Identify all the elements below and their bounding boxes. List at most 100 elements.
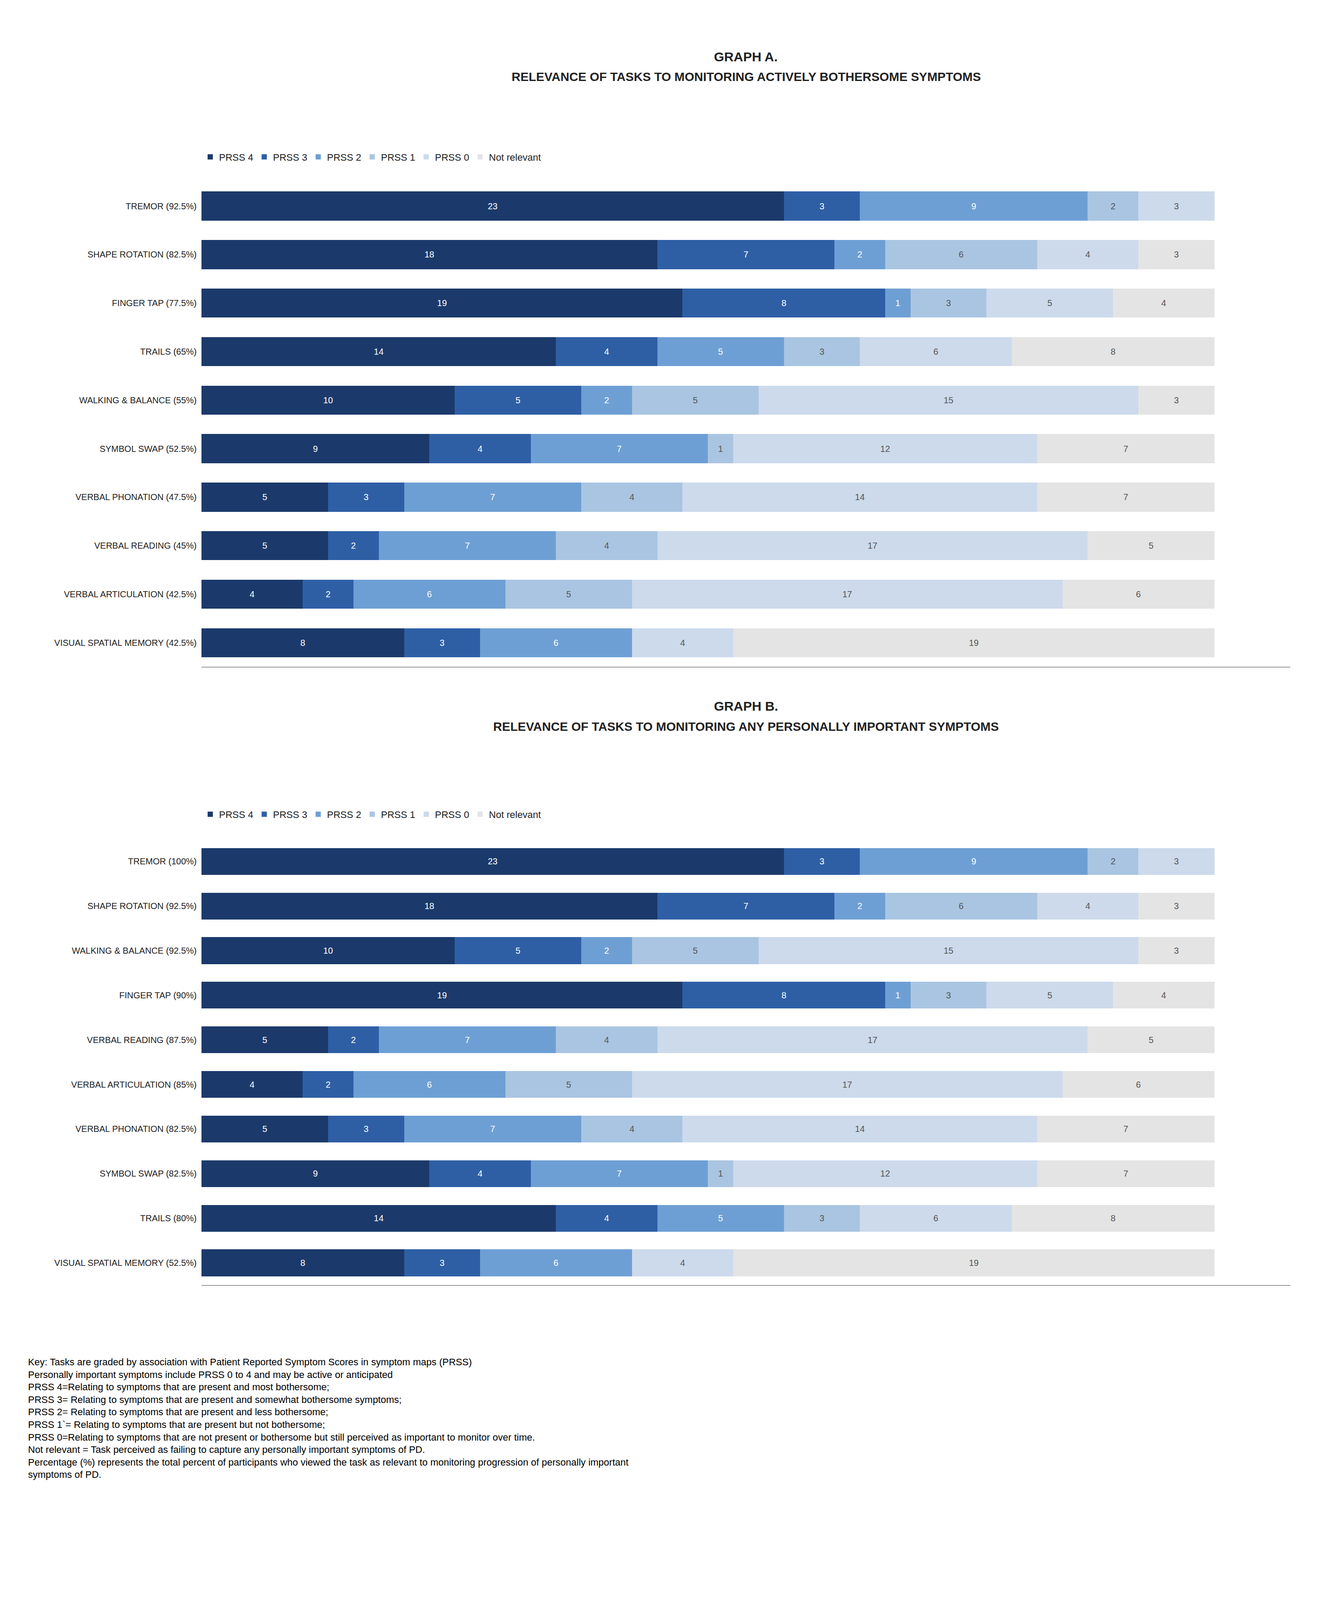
svg-text:RELEVANCE OF TASKS TO MONITORI: RELEVANCE OF TASKS TO MONITORING ANY PER… (493, 720, 999, 734)
svg-text:6: 6 (958, 901, 964, 912)
svg-text:18: 18 (424, 901, 435, 912)
svg-text:4: 4 (477, 444, 483, 454)
svg-text:WALKING & BALANCE (92.5%): WALKING & BALANCE (92.5%) (71, 946, 197, 956)
svg-text:23: 23 (487, 856, 498, 867)
svg-text:7: 7 (616, 1169, 622, 1179)
svg-text:7: 7 (616, 444, 622, 454)
svg-text:4: 4 (1161, 298, 1166, 308)
svg-text:3: 3 (363, 1124, 369, 1134)
svg-text:8: 8 (300, 638, 306, 648)
svg-text:17: 17 (842, 589, 852, 600)
svg-text:7: 7 (464, 1035, 470, 1046)
svg-text:6: 6 (1136, 589, 1141, 600)
svg-text:PRSS 2: PRSS 2 (327, 809, 362, 821)
svg-text:18: 18 (424, 249, 435, 260)
svg-text:2: 2 (350, 1035, 356, 1046)
svg-text:4: 4 (603, 1035, 609, 1046)
svg-text:5: 5 (1047, 298, 1053, 308)
svg-text:3: 3 (439, 1258, 445, 1269)
svg-text:8: 8 (1110, 1213, 1116, 1224)
svg-text:FINGER TAP (90%): FINGER TAP (90%) (119, 990, 197, 1001)
svg-text:PRSS 0: PRSS 0 (434, 151, 470, 163)
svg-text:10: 10 (323, 395, 333, 406)
svg-text:SHAPE ROTATION (92.5%): SHAPE ROTATION (92.5%) (87, 901, 197, 912)
svg-text:PRSS 1: PRSS 1 (381, 809, 416, 821)
svg-text:1: 1 (895, 990, 901, 1001)
svg-text:2: 2 (857, 901, 863, 912)
svg-text:14: 14 (374, 1213, 384, 1224)
svg-text:8: 8 (781, 990, 787, 1001)
svg-text:4: 4 (603, 1213, 609, 1224)
svg-text:3: 3 (819, 201, 825, 212)
svg-text:4: 4 (1085, 249, 1091, 260)
svg-text:VERBAL PHONATION (82.5%): VERBAL PHONATION (82.5%) (75, 1124, 197, 1134)
svg-text:3: 3 (1173, 201, 1179, 212)
svg-text:FINGER TAP (77.5%): FINGER TAP (77.5%) (112, 298, 197, 308)
svg-text:5: 5 (515, 946, 521, 956)
svg-text:7: 7 (1123, 1124, 1129, 1134)
svg-text:3: 3 (1173, 901, 1179, 912)
svg-text:5: 5 (262, 1035, 268, 1046)
svg-text:19: 19 (968, 1258, 979, 1269)
svg-text:VERBAL PHONATION (47.5%): VERBAL PHONATION (47.5%) (75, 492, 197, 502)
svg-text:TRAILS (65%): TRAILS (65%) (140, 346, 197, 357)
svg-text:4: 4 (603, 540, 609, 551)
svg-text:SYMBOL SWAP (82.5%): SYMBOL SWAP (82.5%) (99, 1169, 197, 1179)
svg-text:1: 1 (718, 1169, 724, 1179)
svg-text:5: 5 (515, 395, 521, 406)
svg-text:VERBAL READING (45%): VERBAL READING (45%) (94, 540, 197, 551)
svg-text:8: 8 (300, 1258, 306, 1269)
svg-text:RELEVANCE OF TASKS TO MONITORI: RELEVANCE OF TASKS TO MONITORING ACTIVEL… (511, 70, 981, 84)
svg-text:9: 9 (971, 856, 977, 867)
svg-text:PRSS 4: PRSS 4 (218, 151, 254, 163)
svg-text:PRSS 2: PRSS 2 (327, 151, 362, 163)
svg-text:PRSS 3: PRSS 3 (272, 151, 308, 163)
svg-text:2: 2 (603, 395, 609, 406)
svg-text:TREMOR (92.5%): TREMOR (92.5%) (125, 201, 197, 212)
svg-text:Not relevant: Not relevant (488, 809, 541, 821)
svg-text:4: 4 (629, 492, 635, 502)
svg-text:SHAPE ROTATION (82.5%): SHAPE ROTATION (82.5%) (87, 249, 197, 260)
svg-text:5: 5 (692, 395, 698, 406)
svg-text:3: 3 (946, 990, 951, 1001)
svg-text:3: 3 (439, 638, 445, 648)
svg-text:7: 7 (490, 1124, 495, 1134)
svg-text:7: 7 (743, 901, 749, 912)
svg-text:12: 12 (880, 444, 891, 454)
svg-text:4: 4 (680, 1258, 686, 1269)
svg-text:7: 7 (490, 492, 495, 502)
svg-text:PRSS 3: PRSS 3 (272, 809, 308, 821)
svg-text:10: 10 (323, 946, 333, 956)
svg-text:5: 5 (566, 1080, 572, 1090)
svg-text:GRAPH A.: GRAPH A. (713, 49, 778, 64)
svg-text:3: 3 (946, 298, 951, 308)
svg-text:6: 6 (553, 1258, 559, 1269)
svg-text:TRAILS (80%): TRAILS (80%) (140, 1213, 197, 1224)
svg-text:5: 5 (262, 1124, 268, 1134)
svg-text:5: 5 (718, 1213, 724, 1224)
svg-text:7: 7 (464, 540, 470, 551)
svg-text:17: 17 (867, 540, 878, 551)
svg-text:15: 15 (943, 946, 954, 956)
svg-text:3: 3 (1173, 249, 1179, 260)
svg-text:6: 6 (427, 1080, 432, 1090)
svg-text:19: 19 (437, 990, 447, 1001)
svg-text:4: 4 (249, 589, 255, 600)
svg-text:5: 5 (1148, 1035, 1154, 1046)
svg-text:1: 1 (718, 444, 724, 454)
svg-text:3: 3 (1173, 856, 1179, 867)
svg-text:WALKING & BALANCE (55%): WALKING & BALANCE (55%) (79, 395, 197, 406)
svg-text:GRAPH B.: GRAPH B. (713, 699, 779, 714)
svg-text:SYMBOL SWAP (52.5%): SYMBOL SWAP (52.5%) (99, 444, 197, 454)
svg-text:VERBAL ARTICULATION (85%): VERBAL ARTICULATION (85%) (71, 1080, 197, 1090)
svg-text:2: 2 (1110, 856, 1116, 867)
svg-text:15: 15 (943, 395, 954, 406)
svg-text:7: 7 (1123, 1169, 1129, 1179)
svg-text:6: 6 (553, 638, 559, 648)
svg-text:4: 4 (603, 346, 609, 357)
svg-text:5: 5 (692, 946, 698, 956)
svg-text:2: 2 (603, 946, 609, 956)
svg-text:5: 5 (262, 540, 268, 551)
svg-text:8: 8 (781, 298, 787, 308)
svg-text:PRSS 4: PRSS 4 (218, 809, 254, 821)
